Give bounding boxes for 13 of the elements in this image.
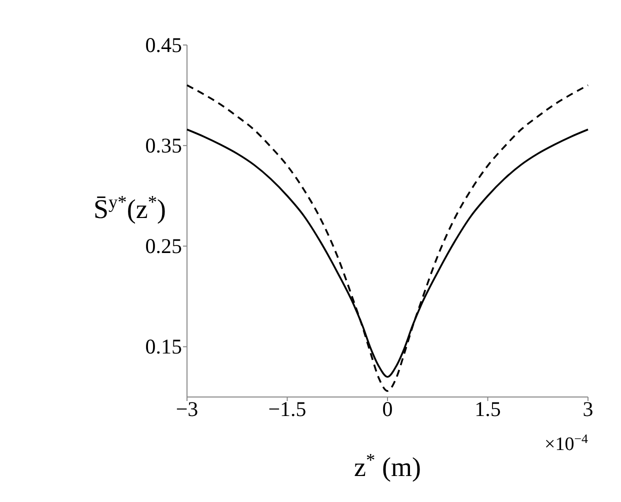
text: ×10$^{−4}$ (544, 430, 589, 455)
y-tick-label: 0.25 (145, 234, 182, 258)
y-tick-label: 0.35 (145, 134, 182, 158)
y-axis-title: S̄$^{y*}$(z$^{*}$) (93, 192, 166, 224)
x-tick-label: 3 (582, 397, 594, 421)
x-tick-label: 1.5 (474, 397, 501, 421)
x-tick-label: −1.5 (268, 397, 306, 421)
line-series (186, 84, 589, 392)
y-tick-label: 0.15 (145, 334, 182, 359)
x-tick-label: 0 (382, 397, 393, 421)
y-tick-label: 0.45 (145, 33, 182, 57)
x-tick-label: −3 (176, 397, 198, 421)
x-axis-title: z$^{*}$ (m) (354, 450, 421, 482)
